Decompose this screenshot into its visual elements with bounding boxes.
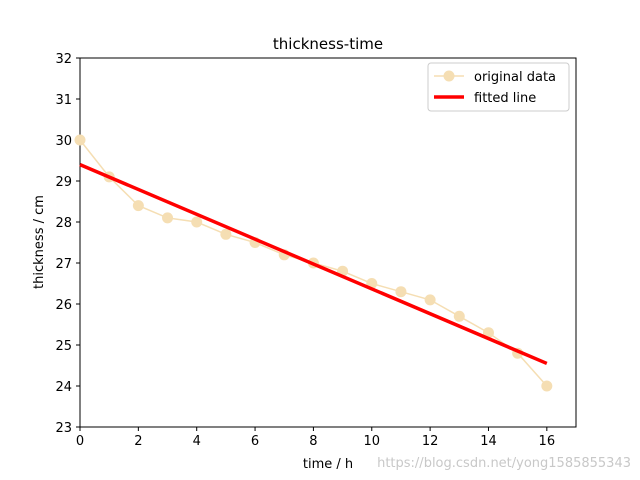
chart-title: thickness-time xyxy=(273,35,383,53)
legend-original-label: original data xyxy=(474,70,556,85)
y-axis-ticks: 23 24 25 26 27 28 29 30 31 32 xyxy=(55,52,80,436)
y-tick-label: 31 xyxy=(55,93,72,108)
y-axis-label: thickness / cm xyxy=(32,195,47,289)
watermark-text: https://blog.csdn.net/yong1585855343 xyxy=(377,456,631,471)
data-point-marker xyxy=(132,200,144,212)
legend-original-marker xyxy=(443,70,455,82)
data-point-marker xyxy=(162,212,174,224)
x-tick-label: 10 xyxy=(363,434,380,449)
data-point-marker xyxy=(395,286,407,298)
legend-box xyxy=(427,62,570,112)
x-tick-label: 0 xyxy=(76,434,84,449)
legend: original data fitted line xyxy=(427,62,570,112)
x-tick-label: 16 xyxy=(539,434,556,449)
x-axis-ticks: 0 2 4 6 8 10 12 14 16 xyxy=(76,427,555,449)
series-group xyxy=(74,134,553,392)
x-tick-label: 2 xyxy=(134,434,142,449)
data-point-marker xyxy=(74,134,86,146)
y-tick-label: 26 xyxy=(55,298,72,313)
data-point-marker xyxy=(541,380,553,392)
x-tick-label: 12 xyxy=(422,434,439,449)
data-point-marker xyxy=(453,310,465,322)
y-tick-label: 28 xyxy=(55,216,72,231)
y-tick-label: 30 xyxy=(55,134,72,149)
x-tick-label: 14 xyxy=(480,434,497,449)
y-tick-label: 25 xyxy=(55,339,72,354)
x-tick-label: 4 xyxy=(193,434,201,449)
legend-fitted-label: fitted line xyxy=(474,91,536,106)
data-point-marker xyxy=(191,216,203,228)
series-fitted-line xyxy=(79,162,548,366)
y-tick-label: 29 xyxy=(55,175,72,190)
data-point-marker xyxy=(424,294,436,306)
data-point-marker xyxy=(220,228,232,240)
y-tick-label: 32 xyxy=(55,52,72,67)
plot-area xyxy=(79,57,577,428)
y-tick-label: 23 xyxy=(55,421,72,436)
data-point-marker xyxy=(482,327,494,339)
y-tick-label: 24 xyxy=(55,380,72,395)
y-tick-label: 27 xyxy=(55,257,72,272)
x-tick-label: 6 xyxy=(251,434,259,449)
x-tick-label: 8 xyxy=(309,434,317,449)
x-axis-label: time / h xyxy=(303,457,353,472)
